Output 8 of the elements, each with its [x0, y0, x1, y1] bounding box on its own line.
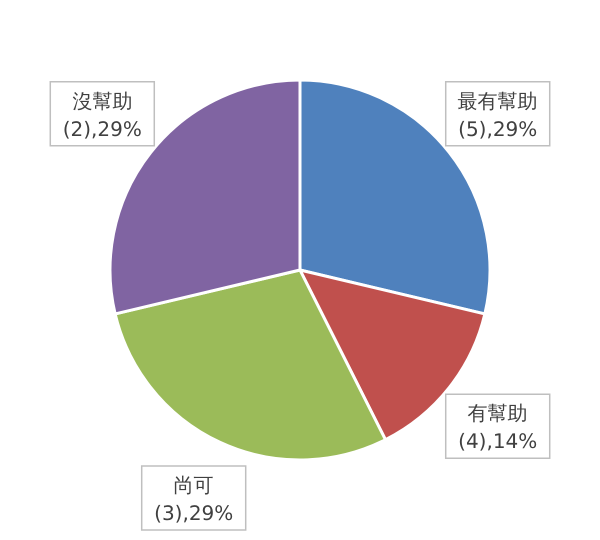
- slice-label: 尚可: [174, 473, 214, 497]
- slice-label: 沒幫助: [72, 88, 132, 113]
- data-label: (4),14%: [458, 429, 538, 454]
- data-label: (2),29%: [62, 116, 142, 141]
- slice-label: 最有幫助: [458, 88, 538, 113]
- data-label: (5),29%: [458, 116, 538, 141]
- data-label: (3),29%: [154, 501, 234, 525]
- slice-label: 有幫助: [468, 401, 528, 426]
